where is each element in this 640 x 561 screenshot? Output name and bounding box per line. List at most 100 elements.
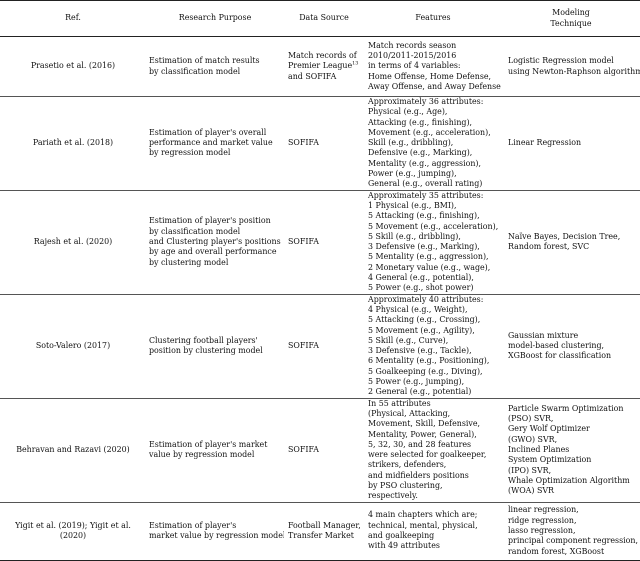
cell-features-line: 3 Defensive (e.g., Marking),: [368, 242, 480, 252]
cell-features-line: Home Offense, Home Defense,: [368, 71, 492, 81]
cell-technique-line: (GWO) SVR,: [508, 434, 558, 444]
cell-features-line: 5 Movement (e.g., Agility),: [368, 325, 475, 335]
cell-features-line: Approximately 40 attributes:: [368, 294, 484, 304]
header-row: Ref. Research Purpose Data Source Featur…: [0, 0, 640, 37]
cell-features-line: Movement, Skill, Defensive,: [368, 419, 481, 429]
cell-features-line: Mentality, Power, General),: [368, 429, 477, 439]
cell-purpose-line: by clustering model: [149, 257, 229, 267]
cell-technique: Logistic Regression model using Newton-Ra…: [502, 36, 640, 97]
cell-source: SOFIFA: [284, 294, 364, 399]
cell-purpose-line: market value by regression model: [149, 531, 284, 541]
cell-technique-line: random forest, XGBoost: [508, 546, 605, 556]
cell-features-line: 5 Movement (e.g., acceleration),: [368, 221, 499, 231]
cell-technique-line: System Optimization: [508, 455, 592, 465]
table-row: Rajesh et al. (2020) Estimation of player…: [0, 190, 640, 295]
cell-features-lines: Approximately 35 attributes: 1 Physical (…: [368, 190, 499, 293]
cell-source: Match records of Premier League13 and SOFI…: [284, 36, 364, 97]
header-technique-line2: Technique: [550, 18, 592, 28]
cell-features-line: 5 Skill (e.g., Curve),: [368, 335, 449, 345]
cell-technique-line: XGBoost for classification: [508, 351, 612, 361]
cell-source: SOFIFA: [284, 398, 364, 503]
cell-technique-line: (IPO) SVR,: [508, 465, 552, 475]
cell-purpose: Estimation of player's market value by re…: [146, 398, 284, 503]
cell-features: Approximately 36 attributes: Physical (e.…: [364, 96, 502, 191]
cell-features: In 55 attributes (Physical, Attacking, Mov…: [364, 398, 502, 503]
cell-source: SOFIFA: [284, 190, 364, 295]
cell-purpose-line: by age and overall performance: [149, 247, 277, 257]
cell-features-line: 5 Skill (e.g., dribbling),: [368, 231, 461, 241]
cell-purpose-line: by regression model: [149, 148, 231, 158]
cell-ref: Rajesh et al. (2020): [0, 190, 146, 295]
cell-technique-line: Linear Regression: [508, 138, 582, 148]
cell-features-line: Approximately 36 attributes:: [368, 97, 484, 106]
cell-purpose-lines: Clustering football players' position by …: [149, 336, 281, 357]
header-ref: Ref.: [0, 0, 146, 37]
cell-source-lines: Football Manager, Transfer Market: [288, 521, 361, 542]
cell-features-line: Movement (e.g., acceleration),: [368, 127, 491, 137]
cell-features-line: 2 General (e.g., potential): [368, 387, 472, 397]
cell-source-line: Football Manager,: [288, 520, 361, 530]
cell-source-lines: SOFIFA: [288, 237, 361, 247]
cell-source-lines: SOFIFA: [288, 445, 361, 455]
cell-features-line: 4 Physical (e.g., Weight),: [368, 304, 468, 314]
cell-technique-line: principal component regression,: [508, 536, 639, 546]
cell-features-line: and goalkeeping: [368, 531, 435, 541]
cell-features-line: with 49 attributes: [368, 541, 440, 551]
cell-features-lines: In 55 attributes (Physical, Attacking, Mov…: [368, 398, 499, 501]
cell-purpose-line: Estimation of player's market: [149, 439, 268, 449]
cell-features: 4 main chapters which are; technical, men…: [364, 502, 502, 561]
cell-features-line: 2010/2011-2015/2016: [368, 51, 457, 61]
cell-source-lines: SOFIFA: [288, 138, 361, 148]
cell-technique-lines: Linear Regression: [508, 138, 637, 148]
cell-technique-lines: Naïve Bayes, Decision Tree, Random forest…: [508, 232, 637, 253]
cell-features-line: Physical (e.g., Age),: [368, 107, 448, 117]
cell-technique: linear regression, ridge regression, lasso…: [502, 502, 640, 561]
cell-ref: Yigit et al. (2019); Yigit et al. (2020): [0, 502, 146, 561]
header-features: Features: [364, 0, 502, 37]
cell-technique-line: Particle Swarm Optimization: [508, 403, 624, 413]
cell-purpose-lines: Estimation of player's market value by re…: [149, 521, 284, 542]
cell-purpose: Estimation of match results by classifica…: [146, 36, 284, 97]
cell-source-line: Premier League13: [288, 60, 359, 71]
cell-technique-line: ridge regression,: [508, 515, 577, 525]
cell-features-line: 1 Physical (e.g., BMI),: [368, 200, 457, 210]
cell-technique: Linear Regression: [502, 96, 640, 191]
cell-source: SOFIFA: [284, 96, 364, 191]
cell-features-line: strikers, defenders,: [368, 460, 447, 470]
cell-source-lines: SOFIFA: [288, 341, 361, 351]
cell-features-line: Power (e.g., jumping),: [368, 169, 457, 179]
cell-features: Approximately 35 attributes: 1 Physical (…: [364, 190, 502, 295]
cell-features-line: Approximately 35 attributes:: [368, 190, 484, 200]
cell-features-line: 6 Mentality (e.g., Positioning),: [368, 356, 490, 366]
cell-features-line: Attacking (e.g., finishing),: [368, 117, 473, 127]
cell-source-line: Transfer Market: [288, 531, 354, 541]
cell-features-line: Defensive (e.g., Marking),: [368, 148, 473, 158]
cell-technique-lines: linear regression, ridge regression, lasso…: [508, 505, 639, 556]
cell-features-line: In 55 attributes: [368, 398, 431, 408]
cell-source-lines: Match records of Premier League13 and SOFI…: [288, 51, 361, 82]
cell-features-line: in terms of 4 variables:: [368, 61, 461, 71]
cell-purpose-lines: Estimation of player's overall performanc…: [149, 128, 281, 159]
cell-features-line: 5 Goalkeeping (e.g., Diving),: [368, 366, 483, 376]
cell-features-line: (Physical, Attacking,: [368, 408, 451, 418]
cell-technique-line: Gaussian mixture: [508, 330, 579, 340]
cell-purpose-line: by classification model: [149, 226, 241, 236]
cell-source-line: SOFIFA: [288, 138, 319, 148]
table-row: Prasetio et al. (2016) Estimation of matc…: [0, 36, 640, 97]
cell-purpose-line: performance and market value: [149, 138, 273, 148]
cell-features-lines: Match records season 2010/2011-2015/2016 i…: [368, 40, 501, 92]
cell-source-line: and SOFIFA: [288, 71, 337, 81]
cell-purpose-line: position by clustering model: [149, 346, 263, 356]
header-technique-line1: Modeling: [552, 8, 590, 18]
cell-features-line: 5 Attacking (e.g., finishing),: [368, 211, 480, 221]
cell-features-line: respectively.: [368, 491, 418, 501]
cell-features-line: 5 Power (e.g., jumping),: [368, 377, 465, 387]
cell-features-line: Match records season: [368, 40, 457, 50]
cell-features: Match records season 2010/2011-2015/2016 i…: [364, 36, 502, 97]
cell-technique-line: model-based clustering,: [508, 340, 605, 350]
cell-purpose-line: value by regression model: [149, 450, 255, 460]
cell-features-line: technical, mental, physical,: [368, 520, 478, 530]
cell-technique-line: Gery Wolf Optimizer: [508, 424, 590, 434]
cell-features-line: by PSO clustering,: [368, 480, 443, 490]
